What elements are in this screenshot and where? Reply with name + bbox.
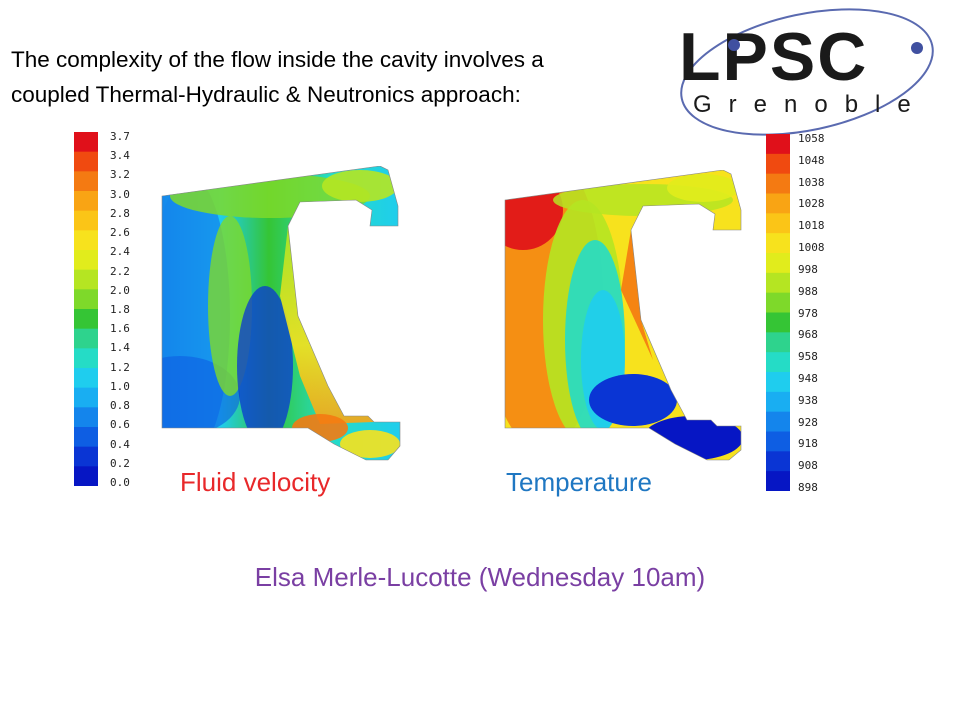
scale-label: 2.4: [110, 245, 130, 259]
scale-label: 0.2: [110, 456, 130, 470]
colorbar-band: [74, 132, 98, 153]
colorbar-band: [766, 153, 790, 175]
colorbar-band: [74, 368, 98, 389]
scale-label: 2.8: [110, 206, 130, 220]
colorbar-band: [74, 289, 98, 310]
velocity-scale-labels: 3.7 3.4 3.2 3.0 2.8 2.6 2.4 2.2 2.0 1.8 1.6 1.4 1.2 1…: [110, 130, 150, 489]
scale-label: 1018: [798, 219, 825, 233]
scale-label: 988: [798, 284, 818, 298]
scale-label: 0.4: [110, 437, 130, 451]
colorbar-band: [766, 253, 790, 274]
colorbar-band: [766, 233, 790, 254]
scale-label: 3.0: [110, 187, 130, 201]
colorbar-band: [766, 352, 790, 373]
colorbar-band: [766, 193, 790, 214]
scale-label: 928: [798, 415, 818, 429]
speaker-line: Elsa Merle-Lucotte (Wednesday 10am): [254, 562, 706, 592]
colorbar-band: [766, 431, 790, 452]
colorbar-band: [74, 151, 98, 172]
scale-label: 968: [798, 328, 818, 342]
logo-city: Grenoble: [693, 91, 928, 118]
colorbar-band: [74, 171, 98, 192]
colorbar-band: [766, 471, 790, 491]
scale-label: 938: [798, 393, 818, 407]
velocity-contour-plot: [161, 166, 401, 461]
scale-label: 958: [798, 350, 818, 364]
scale-label: 898: [798, 481, 818, 494]
colorbar-band: [766, 312, 790, 333]
scale-label: 1048: [798, 153, 825, 167]
colorbar-band: [74, 309, 98, 330]
scale-label: 2.2: [110, 264, 130, 278]
colorbar-band: [766, 411, 790, 432]
scale-label: 3.4: [110, 149, 130, 163]
scale-label: 1008: [798, 241, 825, 255]
temperature-colorbar: [766, 134, 790, 491]
lpsc-logo: LPSC Grenoble: [679, 8, 934, 136]
colorbar-band: [74, 407, 98, 428]
temperature-caption: Temperature: [506, 467, 652, 497]
velocity-colorbar: [74, 132, 98, 486]
logo-dot-2: [911, 42, 923, 54]
colorbar-band: [74, 230, 98, 251]
slide-title: The complexity of the flow inside the ca…: [11, 42, 711, 112]
colorbar-band: [74, 328, 98, 349]
velocity-caption: Fluid velocity: [180, 467, 331, 497]
colorbar-band: [74, 210, 98, 231]
colorbar-band: [766, 173, 790, 194]
scale-label: 1.8: [110, 303, 130, 316]
scale-label: 3.2: [110, 168, 130, 182]
scale-label: 1.2: [110, 360, 130, 374]
title-line-1: The complexity of the flow inside the ca…: [11, 47, 544, 72]
colorbar-band: [74, 269, 98, 290]
scale-label: 1038: [798, 175, 825, 189]
temperature-contour-plot: [504, 170, 742, 461]
colorbar-band: [766, 451, 790, 472]
scale-label: 948: [798, 371, 818, 385]
scale-label: 998: [798, 262, 818, 276]
scale-label: 0.0: [110, 476, 130, 489]
colorbar-band: [766, 332, 790, 353]
colorbar-band: [766, 134, 790, 155]
scale-label: 1.0: [110, 379, 130, 393]
scale-label: 2.6: [110, 226, 130, 240]
scale-label: 918: [798, 437, 818, 451]
colorbar-band: [766, 272, 790, 294]
colorbar-band: [766, 372, 790, 393]
colorbar-band: [74, 348, 98, 369]
title-line-2: coupled Thermal-Hydraulic & Neutronics a…: [11, 82, 521, 107]
scale-label: 908: [798, 459, 818, 473]
colorbar-band: [74, 387, 98, 408]
colorbar-band: [766, 391, 790, 413]
scale-label: 3.7: [110, 130, 130, 143]
colorbar-band: [74, 427, 98, 448]
scale-label: 2.0: [110, 283, 130, 297]
logo-dot-1: [728, 39, 740, 51]
scale-label: 0.6: [110, 418, 130, 432]
scale-label: 1.6: [110, 322, 130, 336]
colorbar-band: [74, 466, 98, 486]
colorbar-band: [766, 292, 790, 313]
colorbar-band: [74, 446, 98, 467]
colorbar-band: [766, 213, 790, 234]
temperature-scale-labels: 1058 1048 1038 1028 1018 1008 998 988 978 968 958 9…: [798, 132, 846, 494]
colorbar-band: [74, 191, 98, 212]
scale-label: 1.4: [110, 341, 130, 355]
logo-letters: LPSC: [679, 19, 868, 95]
scale-label: 0.8: [110, 399, 130, 413]
logo-orbit-ellipse: [680, 8, 934, 136]
colorbar-band: [74, 250, 98, 271]
scale-label: 1058: [798, 132, 825, 145]
scale-label: 978: [798, 306, 818, 320]
scale-label: 1028: [798, 197, 825, 211]
